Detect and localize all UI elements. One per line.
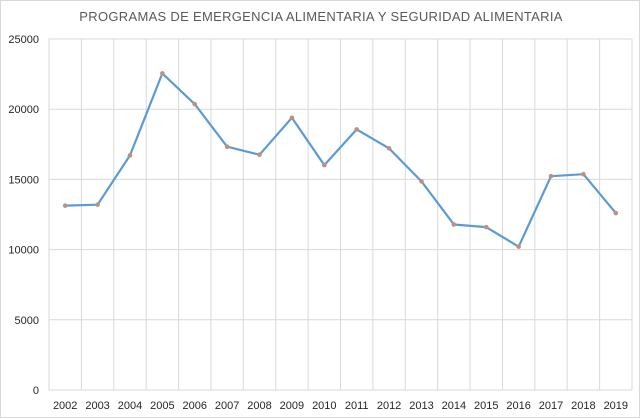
data-point: [62, 203, 68, 208]
x-tick-label: 2015: [474, 400, 498, 412]
x-tick-label: 2010: [312, 400, 336, 412]
data-point: [95, 202, 100, 207]
y-tick-label: 0: [33, 385, 39, 397]
data-point: [483, 224, 489, 230]
x-tick-label: 2009: [280, 400, 304, 412]
x-tick-label: 2016: [506, 400, 530, 412]
data-point: [257, 152, 262, 157]
x-tick-label: 2006: [183, 400, 207, 412]
x-tick-label: 2005: [150, 400, 174, 412]
data-point: [516, 244, 521, 249]
data-point: [289, 115, 295, 121]
data-point: [322, 162, 327, 168]
data-point: [581, 171, 586, 177]
x-tick-label: 2013: [409, 400, 433, 412]
y-tick-label: 5000: [15, 315, 39, 327]
data-point: [548, 173, 554, 179]
x-tick-label: 2008: [247, 400, 271, 412]
data-point: [419, 179, 424, 184]
x-tick-label: 2003: [85, 400, 109, 412]
data-point: [613, 210, 619, 216]
x-tick-label: 2014: [442, 400, 466, 412]
x-tick-label: 2007: [215, 400, 239, 412]
y-tick-label: 20000: [8, 104, 39, 116]
data-point: [386, 146, 392, 151]
y-tick-label: 10000: [8, 245, 39, 257]
x-tick-label: 2017: [539, 400, 563, 412]
series-line: [65, 72, 617, 248]
data-point: [160, 71, 165, 76]
x-tick-label: 2004: [118, 400, 142, 412]
x-tick-label: 2018: [571, 400, 595, 412]
data-point: [192, 101, 198, 107]
data-point: [451, 222, 457, 227]
data-point: [224, 144, 230, 149]
data-point: [127, 153, 133, 158]
x-tick-label: 2002: [53, 400, 77, 412]
x-tick-label: 2012: [377, 400, 401, 412]
chart-title: PROGRAMAS DE EMERGENCIA ALIMENTARIA Y SE…: [79, 9, 562, 24]
y-tick-label: 25000: [8, 34, 39, 46]
y-tick-label: 15000: [8, 174, 39, 186]
x-tick-label: 2019: [604, 400, 628, 412]
x-tick-label: 2011: [345, 400, 369, 412]
data-point: [354, 127, 359, 132]
